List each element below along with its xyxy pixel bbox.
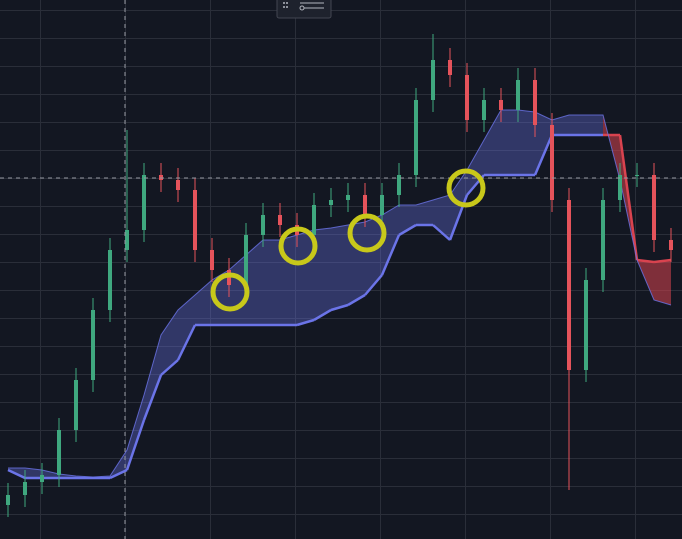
- candle-body: [329, 200, 333, 205]
- candle-body: [261, 215, 265, 235]
- cloud-fill: [501, 110, 518, 175]
- candle-layer: [6, 34, 673, 517]
- candle-body: [176, 180, 180, 190]
- candle-body: [363, 195, 367, 215]
- cloud-fill: [569, 115, 586, 135]
- candle-body: [244, 235, 248, 285]
- span-b-line: [533, 134, 554, 176]
- span-b-line: [636, 258, 655, 264]
- span-b-line: [380, 234, 401, 276]
- highlight-circle: [210, 272, 250, 312]
- candle-body: [125, 230, 129, 250]
- candle-body: [23, 482, 27, 495]
- candle-body: [142, 175, 146, 230]
- cloud-fill: [263, 240, 280, 325]
- candle-body: [499, 100, 503, 110]
- cloud-fill: [467, 140, 484, 195]
- candle-body: [567, 200, 571, 370]
- cloud-fill: [382, 205, 399, 275]
- drag-dot: [286, 6, 288, 8]
- candle-body: [669, 240, 673, 250]
- candle-body: [6, 495, 10, 505]
- candle-body: [74, 380, 78, 430]
- span-b-line: [330, 303, 349, 312]
- candle-body: [57, 430, 61, 475]
- candle-body: [193, 190, 197, 250]
- span-a-line: [8, 109, 672, 478]
- highlight-circles: [210, 168, 486, 312]
- tool-icon: [299, 5, 305, 11]
- span-b-line: [109, 468, 128, 480]
- cloud-fill: [654, 260, 671, 305]
- span-b-line: [313, 308, 332, 322]
- drag-dot: [283, 6, 285, 8]
- cloud-fill: [535, 112, 552, 175]
- cloud-fill: [314, 228, 331, 320]
- highlight-circle: [347, 213, 387, 253]
- candle-body: [414, 100, 418, 175]
- candle-body: [312, 205, 316, 235]
- span-b-line: [296, 318, 315, 327]
- cloud-fill: [246, 240, 263, 325]
- candle-body: [516, 80, 520, 110]
- cloud-fill: [161, 310, 178, 375]
- cloud-fill: [178, 295, 195, 360]
- cloud-fill: [552, 115, 569, 135]
- span-b-line: [653, 258, 672, 264]
- drag-dot: [286, 2, 288, 4]
- span-b-line: [160, 359, 179, 376]
- span-b-line: [142, 374, 163, 421]
- candle-body: [584, 280, 588, 370]
- candle-body: [346, 195, 350, 200]
- candle-body: [278, 215, 282, 225]
- cloud-fill: [25, 468, 42, 478]
- span-b-line: [398, 223, 417, 237]
- cloud-fill: [518, 110, 535, 175]
- cloud-fill: [297, 230, 314, 325]
- cloud-fill: [144, 335, 161, 420]
- candle-body: [533, 80, 537, 125]
- cloud-layer: [7, 109, 672, 480]
- span-b-line: [432, 224, 451, 241]
- candle-body: [482, 100, 486, 120]
- candle-body: [635, 175, 639, 176]
- highlight-circle: [446, 168, 486, 208]
- cloud-fill: [416, 200, 433, 225]
- span-b-line: [125, 419, 146, 471]
- candle-body: [108, 250, 112, 310]
- cloud-fill: [127, 395, 144, 470]
- drag-dot: [283, 2, 285, 4]
- candle-body: [40, 475, 44, 482]
- cloud-fill: [42, 470, 59, 478]
- candle-body: [601, 200, 605, 280]
- cloud-fill: [229, 255, 246, 325]
- cloud-fill: [331, 225, 348, 310]
- span-b-line: [618, 134, 639, 261]
- candle-body: [448, 60, 452, 75]
- candle-body: [652, 175, 656, 240]
- candle-body: [210, 250, 214, 270]
- candle-body: [397, 175, 401, 195]
- candle-body: [380, 195, 384, 215]
- candle-body: [550, 125, 554, 200]
- candle-body: [91, 310, 95, 380]
- span-b-line: [364, 274, 383, 296]
- span-b-line: [347, 293, 366, 307]
- cloud-fill: [484, 110, 501, 175]
- toolbar[interactable]: [276, 0, 332, 19]
- span-b-line: [176, 324, 197, 361]
- cloud-fill: [586, 115, 603, 135]
- highlight-circle: [278, 226, 318, 266]
- candle-body: [618, 175, 622, 200]
- candle-body: [465, 75, 469, 120]
- candle-body: [431, 60, 435, 100]
- cloud-fill: [195, 280, 212, 325]
- cloud-fill: [365, 215, 382, 295]
- span-b-line: [7, 468, 26, 480]
